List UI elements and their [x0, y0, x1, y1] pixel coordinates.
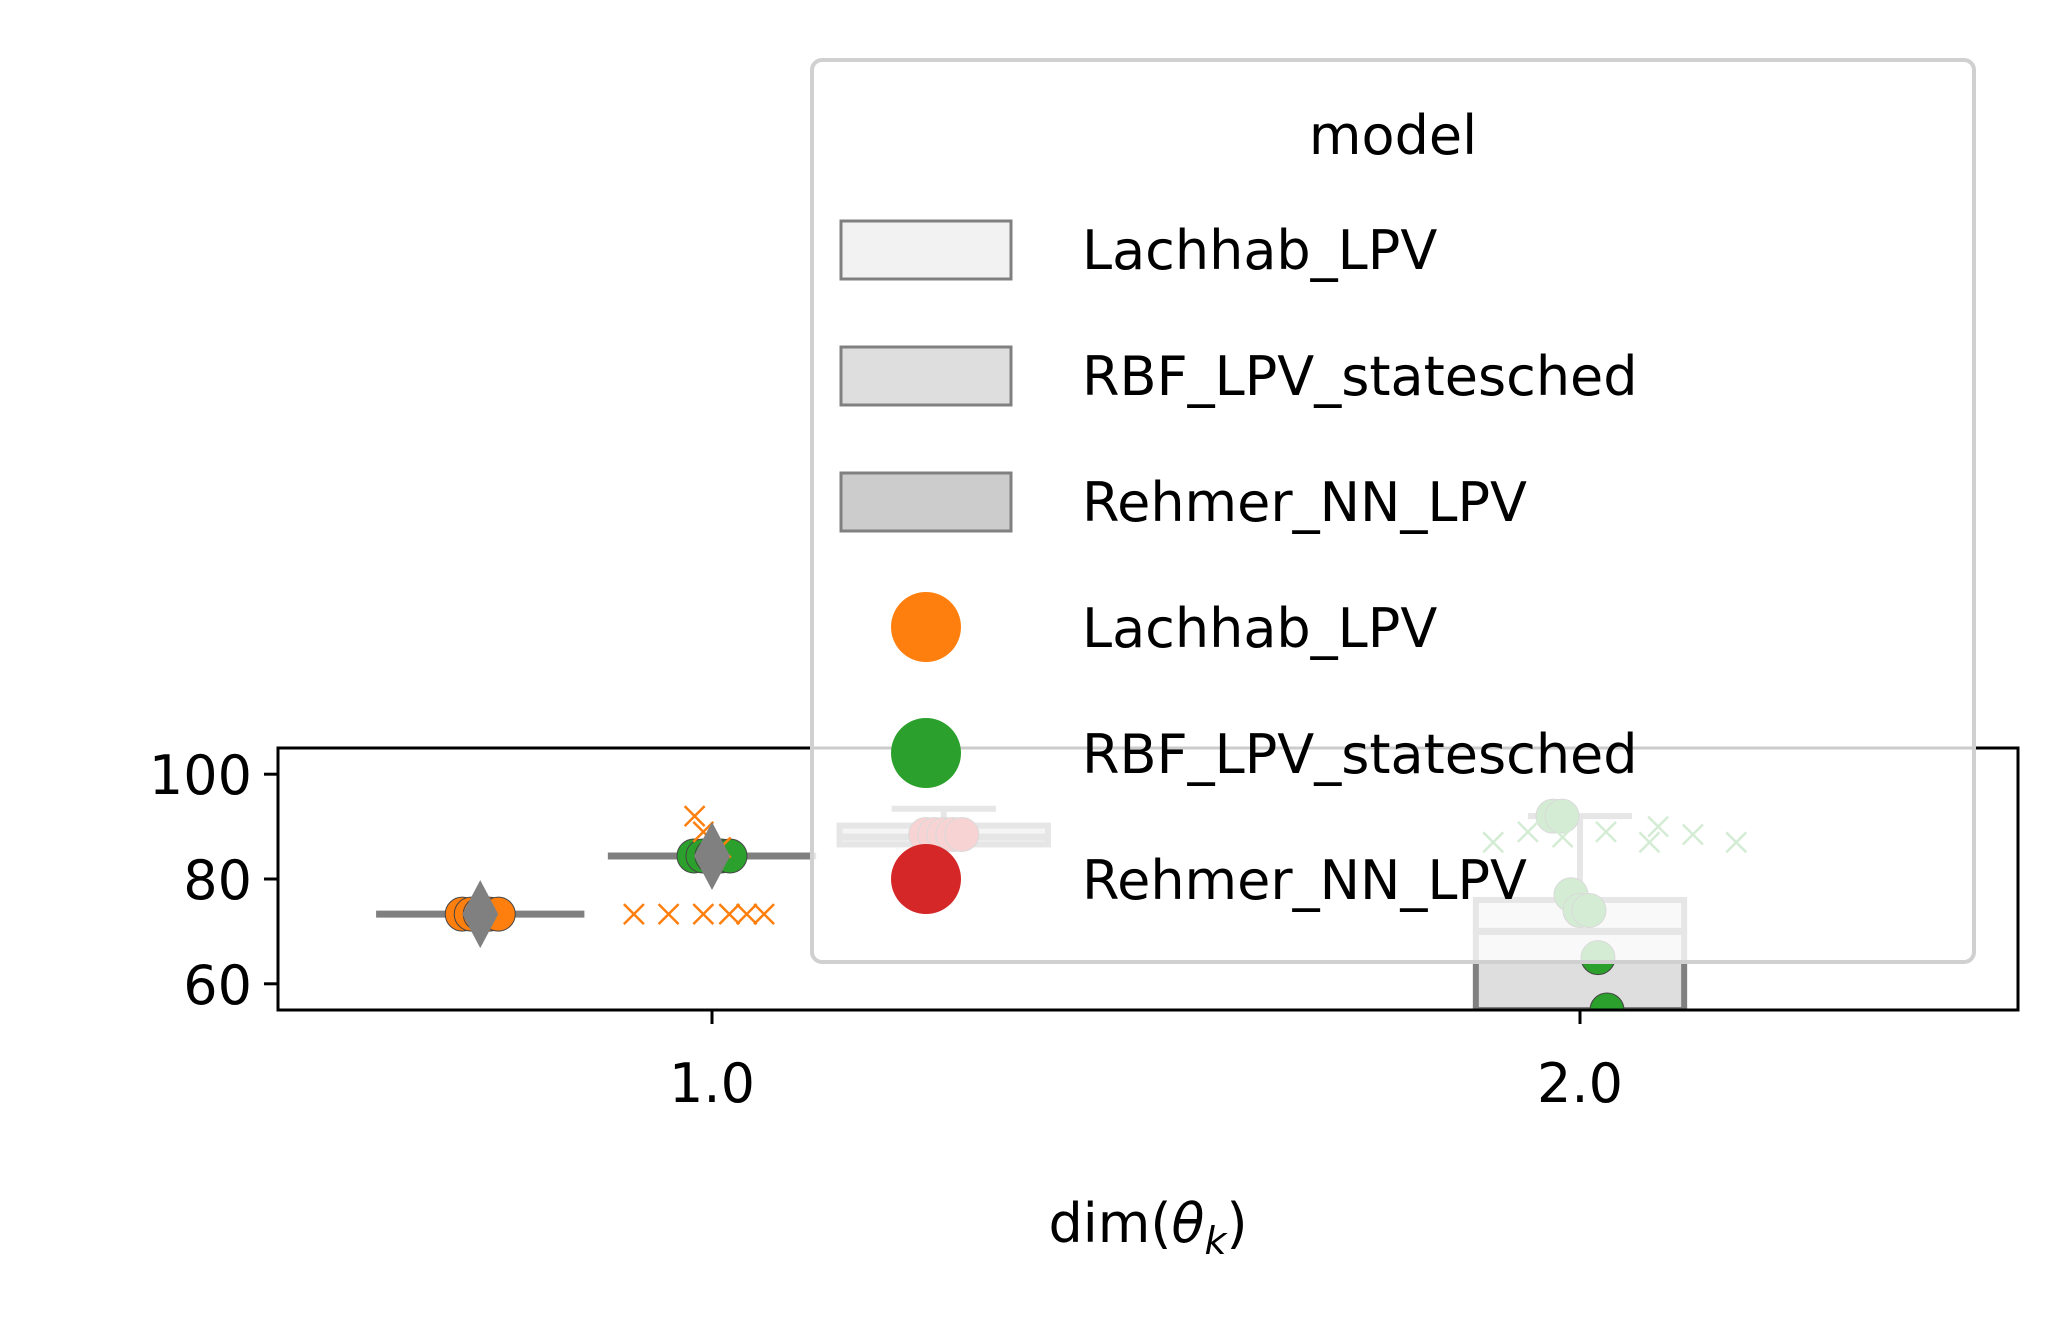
legend-swatch [839, 471, 1013, 533]
cross-marker [735, 903, 758, 925]
legend-entry-point: RBF_LPV_statesched [891, 718, 1638, 788]
x-axis: 1.0 2.0 [669, 1010, 1623, 1115]
x-axis-label-sub: k [1204, 1219, 1228, 1263]
cross-marker [622, 903, 645, 925]
legend-frame [810, 58, 1976, 964]
legend-swatch [839, 219, 1013, 281]
mean-marker [694, 821, 730, 890]
y-tick-label: 60 [183, 954, 252, 1017]
legend-label: Rehmer_NN_LPV [1082, 849, 1527, 912]
cross-marker [753, 903, 775, 925]
legend-entry-box: Rehmer_NN_LPV [839, 471, 1527, 534]
legend-swatch [839, 345, 1013, 407]
legend-marker [891, 592, 961, 662]
legend-label: Lachhab_LPV [1082, 597, 1437, 660]
cross-marker [657, 903, 680, 925]
legend-entry-point: Lachhab_LPV [891, 592, 1437, 662]
cross-marker [692, 903, 715, 925]
x-tick-label: 2.0 [1537, 1052, 1623, 1115]
data-point [1589, 992, 1625, 1010]
legend-label: Rehmer_NN_LPV [1082, 471, 1527, 534]
legend-label: RBF_LPV_statesched [1082, 345, 1638, 408]
legend: model Lachhab_LPV RBF_LPV_statesched Rehme… [810, 58, 1976, 964]
y-tick-label: 80 [183, 849, 252, 912]
y-tick-label: 100 [149, 744, 252, 807]
legend-entry-point: Rehmer_NN_LPV [891, 844, 1527, 914]
legend-label: Lachhab_LPV [1082, 219, 1437, 282]
cross-marker [683, 805, 706, 828]
legend-entry-box: Lachhab_LPV [839, 219, 1437, 282]
x-axis-label-symbol: θ [1171, 1192, 1204, 1255]
y-axis: 60 80 100 [149, 744, 278, 1017]
x-axis-label-main: dim( [1048, 1192, 1171, 1255]
legend-marker [891, 844, 961, 914]
legend-entry-box: RBF_LPV_statesched [839, 345, 1638, 408]
legend-title: model [1309, 104, 1477, 167]
mean-marker [462, 880, 499, 949]
x-axis-label: dim(θk) [1048, 1192, 1247, 1263]
legend-marker [891, 718, 961, 788]
cross-marker [718, 903, 741, 925]
x-tick-label: 1.0 [669, 1052, 755, 1115]
x-axis-label-close: ) [1226, 1192, 1247, 1255]
legend-label: RBF_LPV_statesched [1082, 723, 1638, 786]
